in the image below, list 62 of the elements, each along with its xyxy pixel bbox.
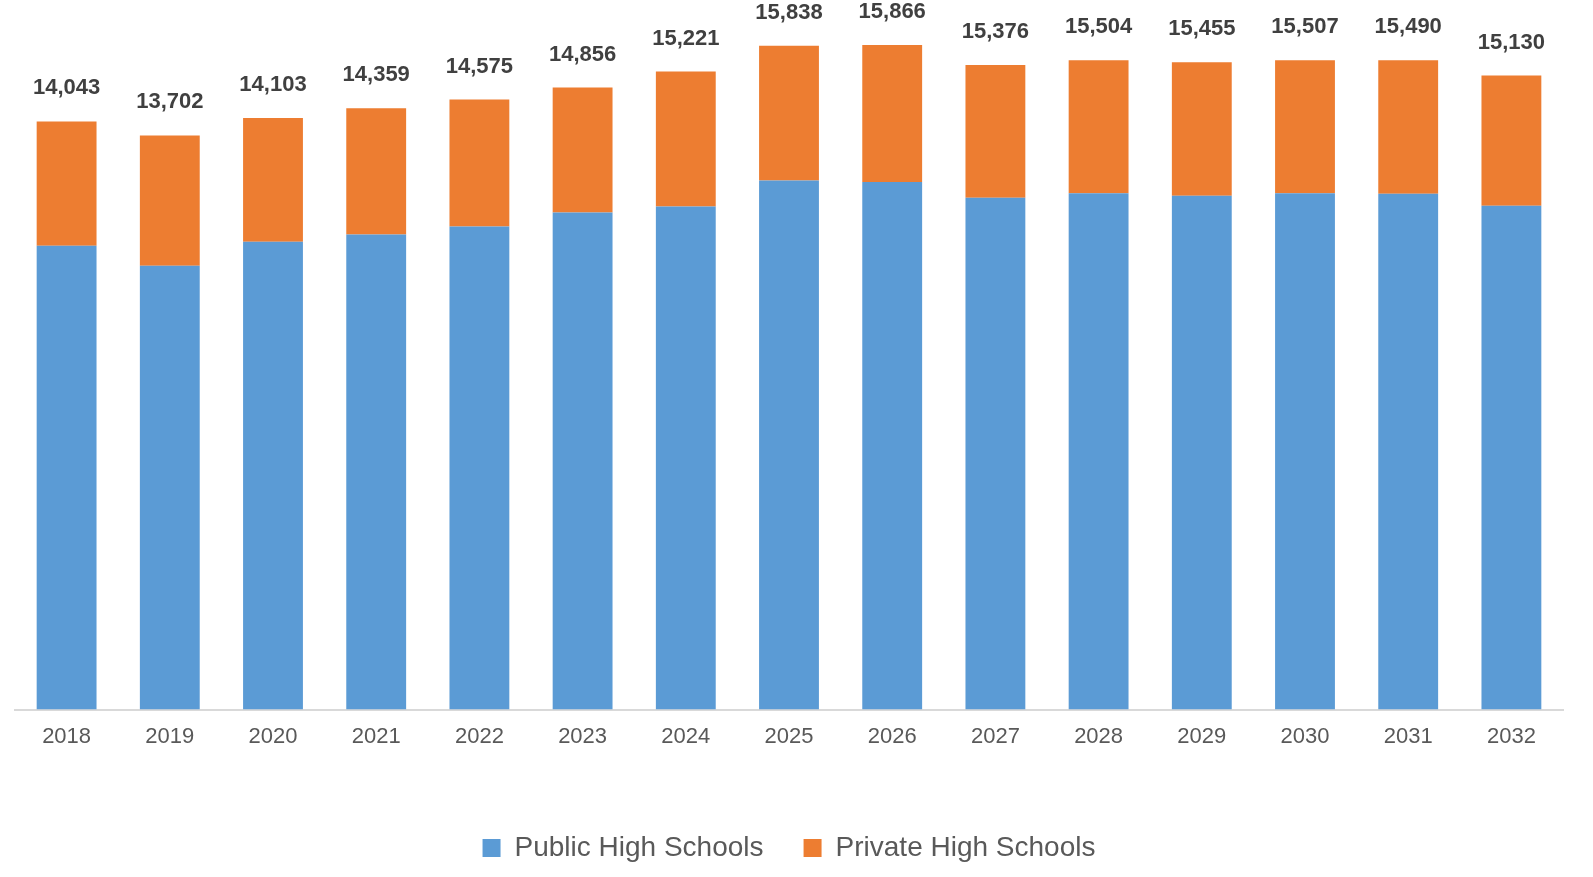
annotation: 15,130 xyxy=(1477,28,1546,54)
bar xyxy=(1068,193,1129,710)
bar xyxy=(346,234,407,710)
x-tick-label: 2023 xyxy=(558,722,608,748)
annotation: 15,838 xyxy=(755,0,823,24)
x-tick-label: 2020 xyxy=(248,722,298,748)
annotation: 15,490 xyxy=(1374,13,1442,39)
bar xyxy=(1275,60,1335,194)
bar xyxy=(862,45,923,182)
x-tick-label: 2029 xyxy=(1177,722,1227,748)
x-tick-label: 2027 xyxy=(970,722,1020,748)
x-tick-label: 2025 xyxy=(764,722,814,748)
annotation: 15,221 xyxy=(652,24,720,50)
bar xyxy=(1068,60,1129,194)
bar xyxy=(552,212,613,710)
legend-label: Private High Schools xyxy=(835,830,1096,862)
bar xyxy=(346,108,407,235)
x-tick-label: 2026 xyxy=(867,722,917,748)
x-tick-label: 2022 xyxy=(454,722,504,748)
annotation: 15,376 xyxy=(961,18,1030,43)
annotation: 14,856 xyxy=(548,40,617,66)
bar xyxy=(655,206,716,710)
x-tick-label: 2024 xyxy=(661,722,711,748)
annotation: 14,359 xyxy=(342,61,410,87)
bar xyxy=(1378,193,1439,710)
x-tick-label: 2031 xyxy=(1383,722,1433,748)
bar xyxy=(243,118,303,242)
annotation: 15,504 xyxy=(1064,13,1134,39)
annotation: 15,866 xyxy=(858,0,926,24)
bar xyxy=(1275,193,1335,710)
x-tick-label: 2018 xyxy=(42,722,92,748)
bar xyxy=(552,87,613,213)
annotation: 15,455 xyxy=(1168,15,1236,41)
bar xyxy=(862,181,923,710)
bar xyxy=(965,197,1026,710)
bar xyxy=(1378,60,1439,194)
x-tick-label: 2030 xyxy=(1280,722,1330,748)
bar xyxy=(759,45,819,181)
x-tick-label: 2019 xyxy=(145,722,195,748)
annotation: 14,043 xyxy=(32,74,101,100)
bar xyxy=(139,135,200,266)
bar xyxy=(36,245,97,710)
bar xyxy=(243,241,303,710)
bar xyxy=(655,71,716,207)
annotation: 14,575 xyxy=(445,52,514,78)
x-tick-label: 2021 xyxy=(351,722,401,748)
bar xyxy=(1481,205,1542,710)
annotation: 14,103 xyxy=(239,71,307,97)
bar xyxy=(36,121,97,246)
bar xyxy=(1481,75,1542,206)
annotation: 15,507 xyxy=(1271,13,1339,39)
x-tick-label: 2032 xyxy=(1486,722,1536,748)
annotation: 13,702 xyxy=(136,88,204,114)
bar xyxy=(1171,195,1232,710)
x-tick-label: 2028 xyxy=(1074,722,1124,748)
bar xyxy=(1171,62,1232,196)
bar xyxy=(449,226,510,710)
bar xyxy=(449,99,510,227)
bar xyxy=(759,180,819,710)
bar xyxy=(139,265,200,710)
bar xyxy=(965,64,1026,198)
legend-label: Public High Schools xyxy=(514,830,764,862)
